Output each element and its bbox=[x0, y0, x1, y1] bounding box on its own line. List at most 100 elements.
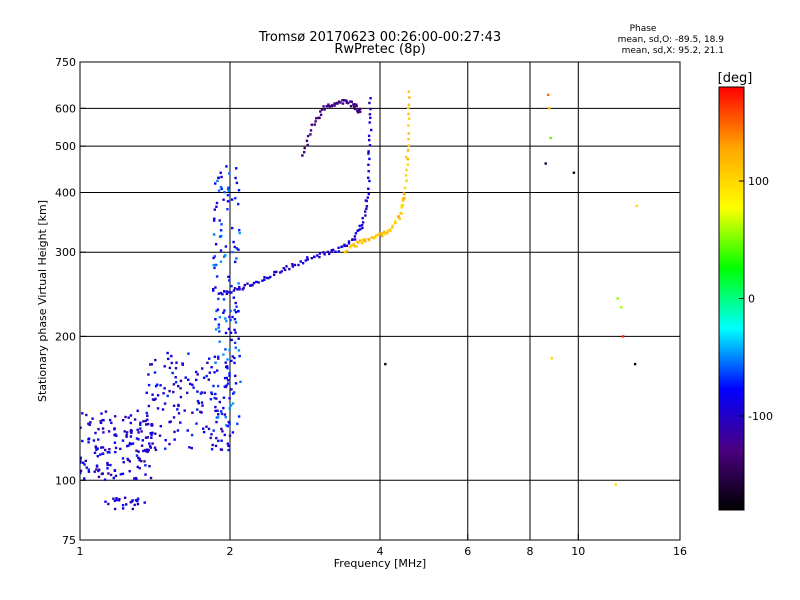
data-point bbox=[367, 152, 370, 155]
data-point bbox=[367, 187, 370, 190]
data-point bbox=[192, 386, 195, 389]
data-point bbox=[175, 361, 178, 364]
data-point bbox=[213, 217, 216, 220]
data-point bbox=[398, 217, 401, 220]
data-point bbox=[135, 449, 138, 452]
data-point bbox=[238, 354, 241, 358]
data-point bbox=[158, 434, 162, 437]
data-point bbox=[228, 434, 232, 437]
data-point bbox=[220, 410, 223, 413]
data-point bbox=[127, 416, 130, 419]
data-point bbox=[153, 446, 157, 449]
data-point bbox=[148, 442, 151, 445]
data-point bbox=[313, 123, 316, 126]
data-point bbox=[220, 448, 224, 451]
data-point bbox=[148, 445, 152, 448]
data-point bbox=[353, 103, 356, 106]
data-point bbox=[299, 260, 302, 263]
data-point bbox=[196, 390, 199, 393]
data-point bbox=[135, 437, 139, 440]
data-point bbox=[139, 421, 142, 424]
y-tick-label: 500 bbox=[55, 140, 76, 153]
data-point bbox=[405, 168, 408, 172]
data-point bbox=[257, 281, 260, 284]
y-tick-label: 300 bbox=[55, 246, 76, 259]
data-point bbox=[230, 284, 233, 288]
data-point bbox=[80, 426, 82, 429]
data-point bbox=[131, 507, 134, 511]
phase-stats-heading: Phase bbox=[630, 24, 657, 34]
data-point bbox=[316, 254, 319, 257]
data-point bbox=[233, 341, 237, 344]
data-point bbox=[106, 451, 109, 454]
data-point bbox=[391, 224, 394, 228]
data-point bbox=[217, 292, 220, 295]
data-point bbox=[121, 439, 125, 442]
data-point bbox=[212, 256, 215, 260]
data-point bbox=[361, 226, 364, 230]
data-point bbox=[127, 444, 130, 447]
data-point bbox=[341, 102, 345, 105]
data-point bbox=[139, 427, 142, 430]
data-point bbox=[364, 240, 367, 243]
data-point bbox=[87, 470, 91, 473]
data-point bbox=[146, 448, 149, 451]
data-point bbox=[234, 311, 238, 314]
data-point bbox=[101, 452, 104, 455]
data-point bbox=[108, 418, 112, 422]
data-point bbox=[217, 176, 220, 180]
data-point bbox=[407, 106, 410, 110]
data-point bbox=[378, 232, 381, 235]
data-point bbox=[227, 275, 230, 278]
data-point bbox=[340, 245, 344, 248]
y-tick-label: 100 bbox=[55, 474, 76, 487]
data-point bbox=[108, 448, 111, 451]
data-point bbox=[202, 427, 205, 430]
data-point bbox=[227, 448, 230, 452]
data-point bbox=[219, 171, 222, 174]
data-point bbox=[203, 391, 206, 394]
data-point bbox=[353, 238, 357, 241]
x-tick-label: 1 bbox=[77, 545, 84, 558]
data-point bbox=[368, 138, 371, 142]
data-point bbox=[214, 361, 217, 364]
data-point bbox=[236, 288, 239, 291]
data-point bbox=[364, 199, 367, 202]
data-point bbox=[228, 422, 231, 425]
data-point bbox=[348, 246, 352, 249]
data-point bbox=[375, 234, 378, 237]
data-point bbox=[195, 422, 198, 425]
data-point bbox=[406, 157, 409, 161]
data-point bbox=[212, 289, 215, 292]
data-point bbox=[147, 404, 150, 408]
data-point bbox=[407, 138, 410, 141]
data-point bbox=[87, 441, 90, 444]
data-point bbox=[220, 223, 223, 226]
data-point bbox=[149, 476, 153, 480]
data-point bbox=[209, 398, 213, 401]
data-point bbox=[357, 228, 360, 232]
data-point bbox=[125, 503, 128, 506]
data-point bbox=[337, 250, 340, 253]
data-point bbox=[237, 415, 241, 418]
data-point bbox=[207, 427, 211, 431]
data-point bbox=[196, 373, 199, 376]
data-point bbox=[223, 413, 227, 416]
data-point bbox=[147, 373, 150, 376]
data-point bbox=[133, 477, 136, 480]
data-point bbox=[328, 105, 332, 108]
data-point bbox=[125, 431, 129, 434]
data-point bbox=[166, 394, 169, 398]
data-point bbox=[386, 229, 390, 232]
data-point bbox=[96, 447, 99, 450]
x-tick-label: 4 bbox=[377, 545, 384, 558]
data-point bbox=[112, 476, 115, 480]
data-point bbox=[633, 362, 637, 366]
data-point bbox=[163, 365, 166, 368]
data-point bbox=[104, 410, 108, 413]
data-point bbox=[113, 427, 116, 430]
data-point bbox=[369, 107, 372, 111]
data-point bbox=[212, 288, 215, 291]
data-point bbox=[91, 417, 94, 420]
data-point bbox=[143, 448, 147, 452]
